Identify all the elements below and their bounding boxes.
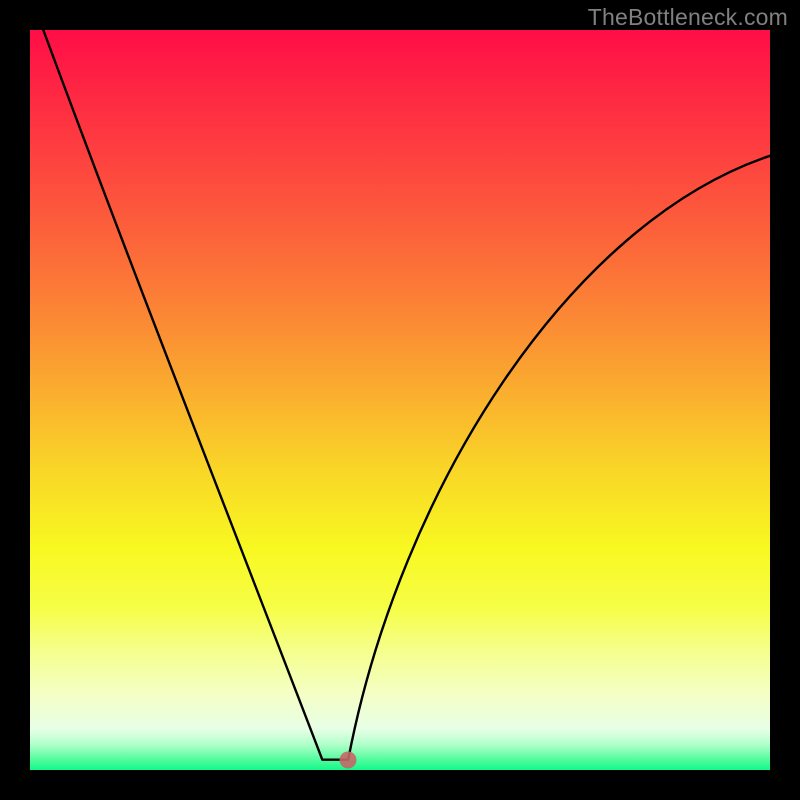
- plot-area: [30, 30, 770, 770]
- bottleneck-curve: [30, 30, 770, 770]
- watermark-text: TheBottleneck.com: [588, 4, 788, 31]
- optimal-point-marker: [340, 751, 357, 768]
